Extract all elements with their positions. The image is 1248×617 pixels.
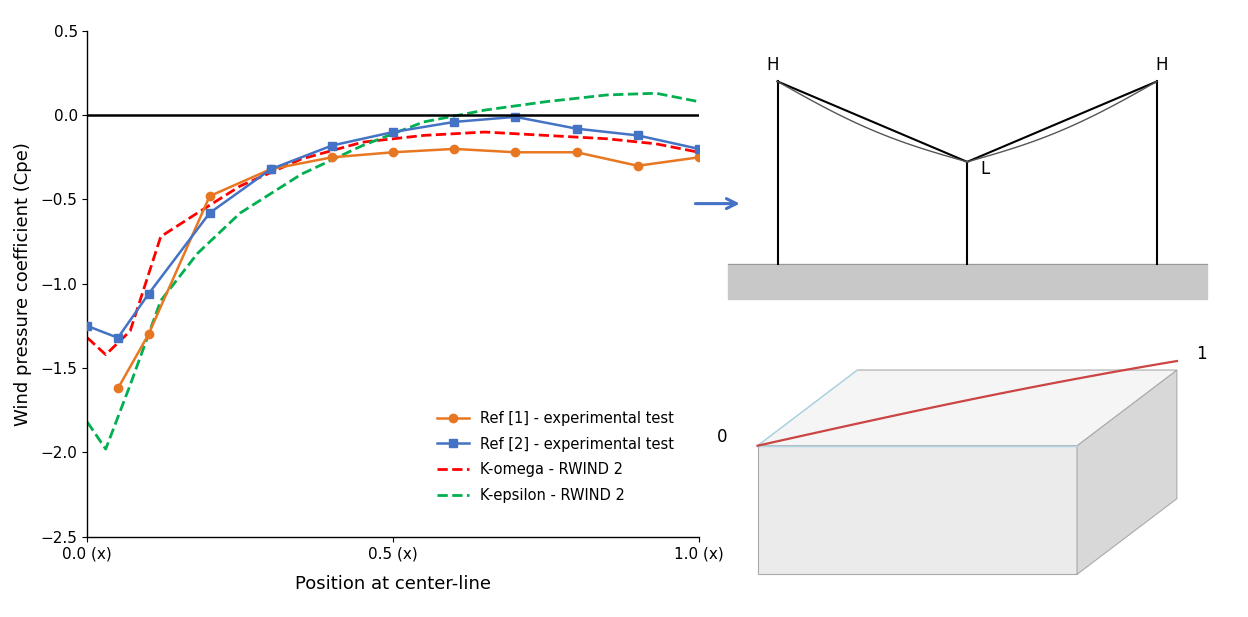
- K-omega - RWIND 2: [295, 155, 310, 163]
- Ref [2] - experimental test: [141, 290, 156, 297]
- K-epsilon - RWIND 2: [356, 142, 371, 149]
- K-epsilon - RWIND 2: [691, 98, 706, 106]
- Polygon shape: [758, 370, 1177, 445]
- Ref [1] - experimental test: [202, 193, 217, 200]
- Text: L: L: [980, 160, 990, 178]
- Ref [2] - experimental test: [386, 128, 401, 136]
- Ref [1] - experimental test: [508, 149, 523, 156]
- Ref [1] - experimental test: [263, 165, 278, 173]
- K-epsilon - RWIND 2: [417, 118, 432, 126]
- Text: 1: 1: [1197, 345, 1207, 363]
- Line: Ref [2] - experimental test: Ref [2] - experimental test: [84, 113, 703, 342]
- Ref [1] - experimental test: [691, 154, 706, 161]
- Bar: [728, 263, 1207, 299]
- K-omega - RWIND 2: [356, 138, 371, 146]
- Text: 0: 0: [718, 428, 728, 446]
- K-epsilon - RWIND 2: [99, 445, 114, 453]
- Line: K-omega - RWIND 2: K-omega - RWIND 2: [87, 132, 699, 355]
- Ref [2] - experimental test: [111, 334, 126, 341]
- K-omega - RWIND 2: [122, 328, 137, 335]
- K-omega - RWIND 2: [691, 149, 706, 156]
- Ref [1] - experimental test: [386, 149, 401, 156]
- Legend: Ref [1] - experimental test, Ref [2] - experimental test, K-omega - RWIND 2, K-e: Ref [1] - experimental test, Ref [2] - e…: [432, 405, 679, 509]
- Ref [2] - experimental test: [508, 113, 523, 120]
- K-epsilon - RWIND 2: [154, 297, 168, 304]
- K-epsilon - RWIND 2: [122, 381, 137, 389]
- K-omega - RWIND 2: [99, 351, 114, 358]
- Ref [1] - experimental test: [447, 145, 462, 152]
- K-omega - RWIND 2: [154, 233, 168, 240]
- Ref [1] - experimental test: [324, 154, 339, 161]
- Ref [2] - experimental test: [263, 165, 278, 173]
- K-omega - RWIND 2: [417, 131, 432, 139]
- Ref [2] - experimental test: [630, 131, 645, 139]
- K-epsilon - RWIND 2: [478, 106, 493, 114]
- Ref [1] - experimental test: [630, 162, 645, 170]
- Line: Ref [1] - experimental test: Ref [1] - experimental test: [114, 145, 703, 392]
- Ref [1] - experimental test: [141, 331, 156, 338]
- X-axis label: Position at center-line: Position at center-line: [295, 576, 492, 594]
- Polygon shape: [1077, 370, 1177, 574]
- K-omega - RWIND 2: [80, 334, 95, 341]
- K-omega - RWIND 2: [539, 131, 554, 139]
- Text: H: H: [1156, 56, 1168, 73]
- K-omega - RWIND 2: [649, 140, 664, 147]
- K-epsilon - RWIND 2: [80, 418, 95, 426]
- K-epsilon - RWIND 2: [295, 170, 310, 178]
- K-epsilon - RWIND 2: [190, 250, 205, 257]
- Ref [2] - experimental test: [324, 142, 339, 149]
- Y-axis label: Wind pressure coefficient (Cpe): Wind pressure coefficient (Cpe): [15, 142, 32, 426]
- K-epsilon - RWIND 2: [600, 91, 615, 99]
- Ref [1] - experimental test: [111, 384, 126, 392]
- Ref [1] - experimental test: [569, 149, 584, 156]
- Ref [2] - experimental test: [202, 209, 217, 217]
- Ref [2] - experimental test: [80, 322, 95, 329]
- K-omega - RWIND 2: [190, 209, 205, 217]
- Ref [2] - experimental test: [691, 145, 706, 152]
- K-omega - RWIND 2: [478, 128, 493, 136]
- K-omega - RWIND 2: [233, 182, 248, 189]
- K-epsilon - RWIND 2: [233, 209, 248, 217]
- K-omega - RWIND 2: [600, 135, 615, 143]
- Ref [2] - experimental test: [447, 118, 462, 126]
- Line: K-epsilon - RWIND 2: K-epsilon - RWIND 2: [87, 93, 699, 449]
- Ref [2] - experimental test: [569, 125, 584, 133]
- Polygon shape: [758, 445, 1077, 574]
- K-epsilon - RWIND 2: [539, 98, 554, 106]
- Text: H: H: [766, 56, 779, 73]
- K-epsilon - RWIND 2: [649, 89, 664, 97]
